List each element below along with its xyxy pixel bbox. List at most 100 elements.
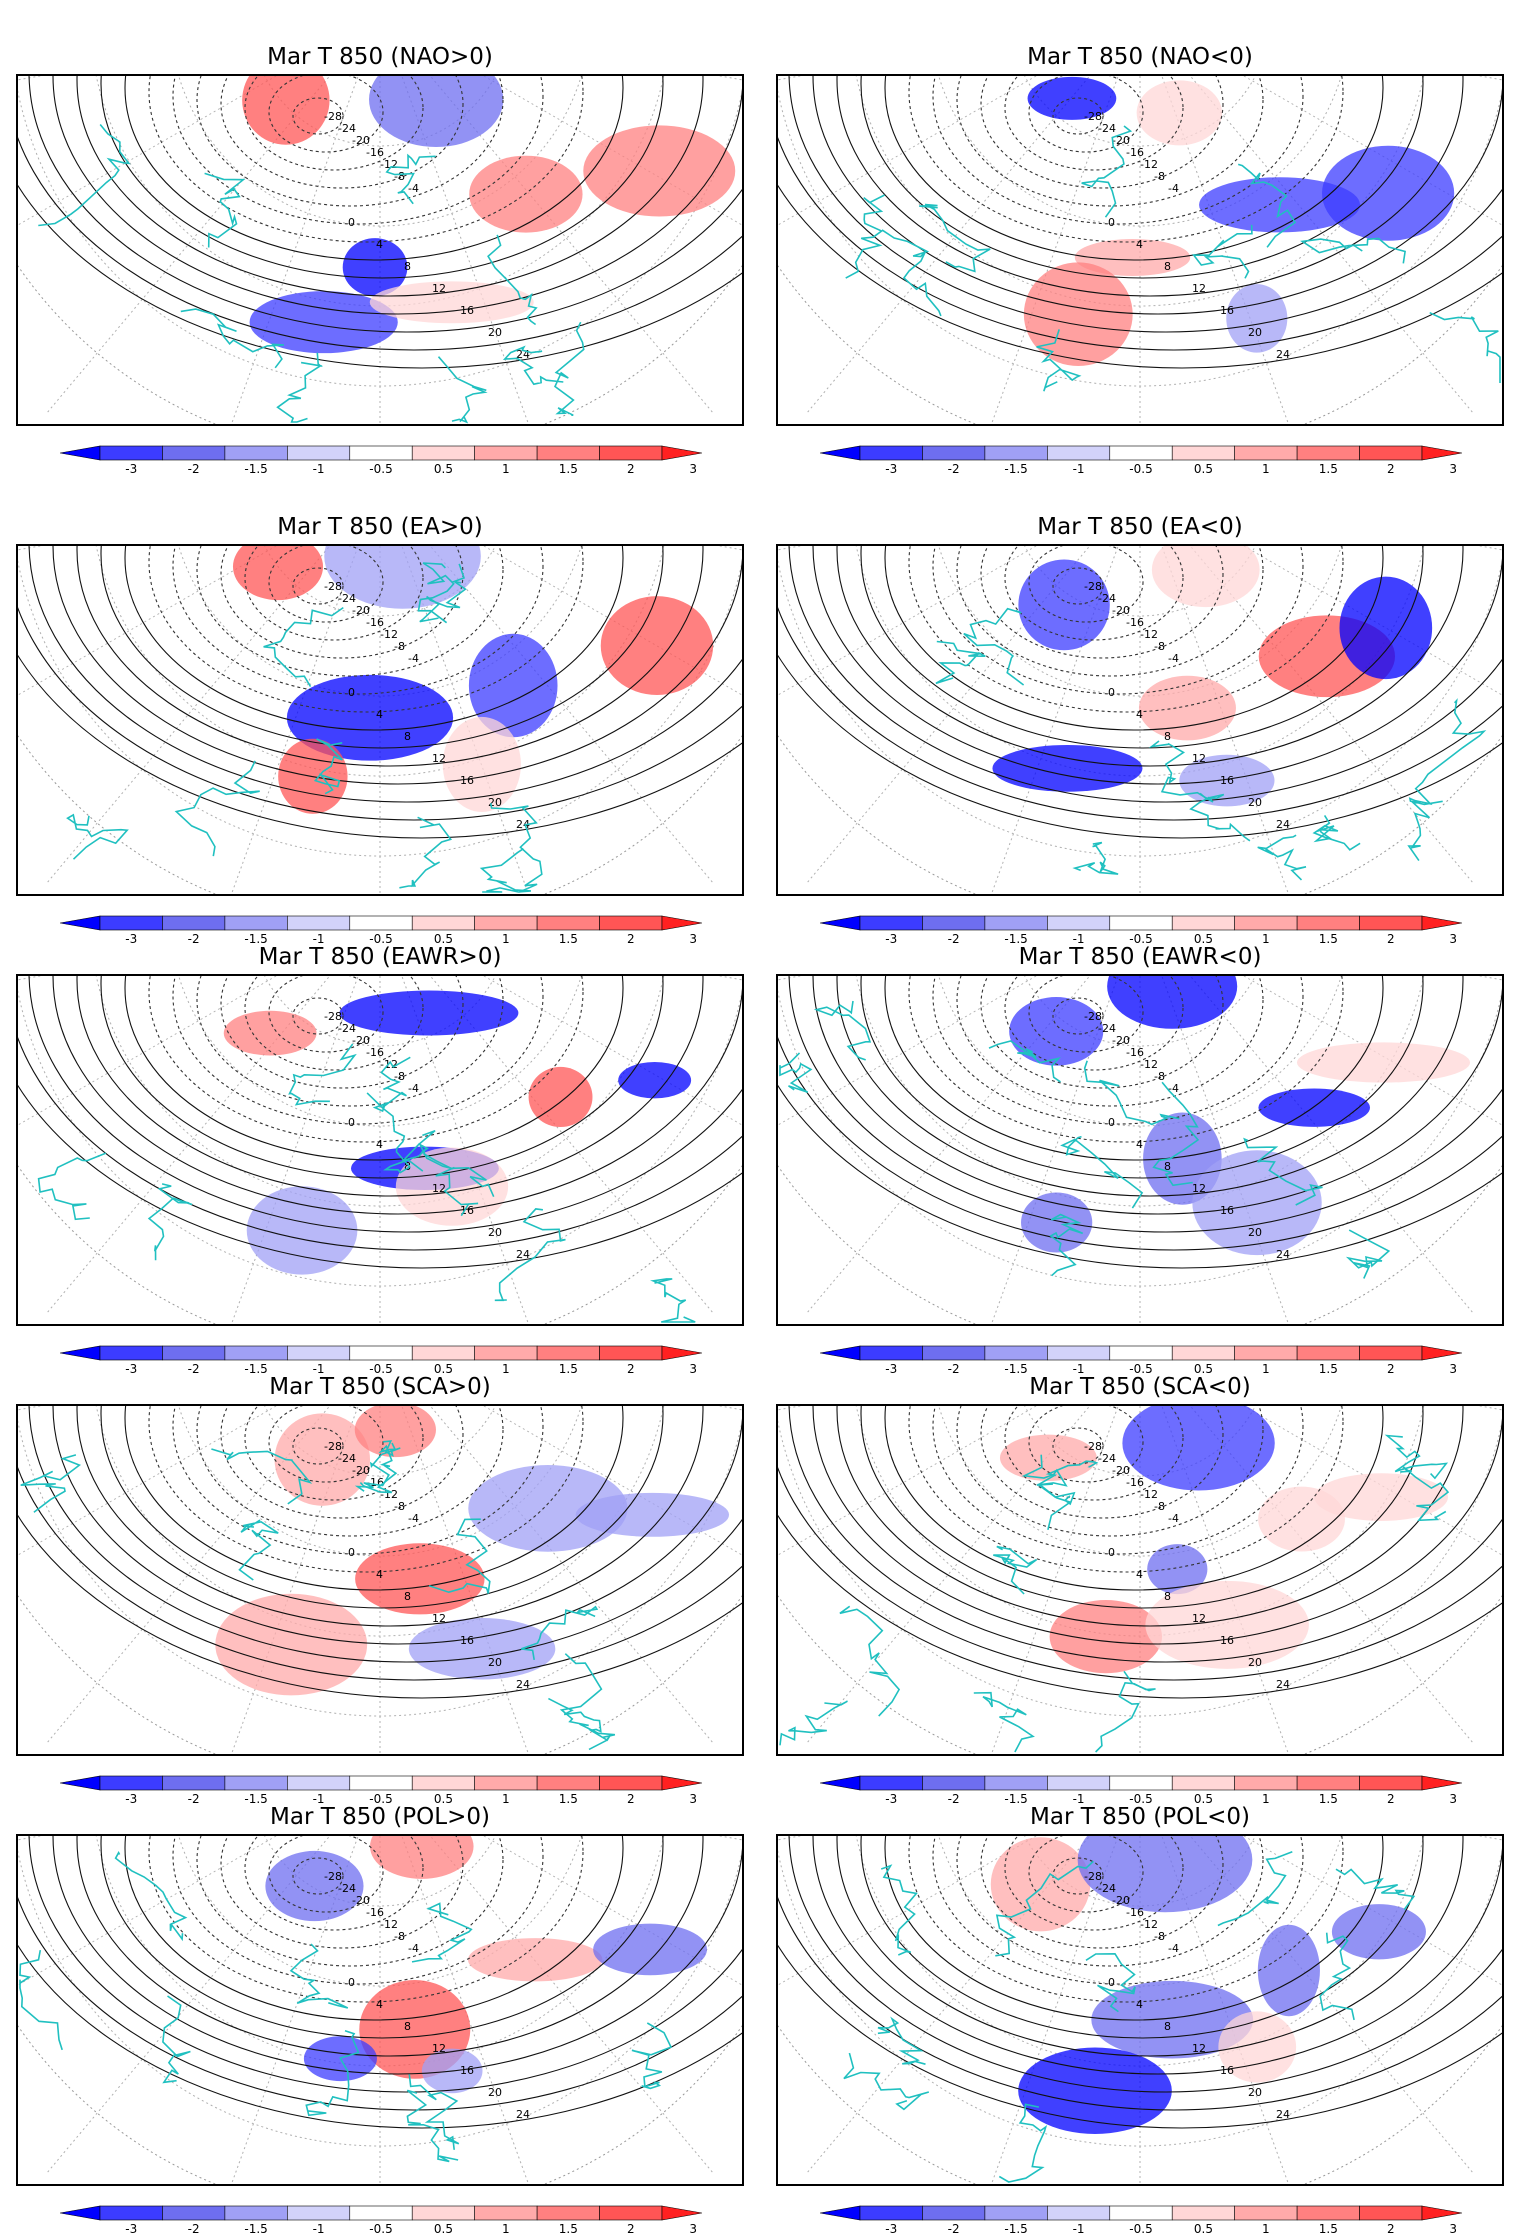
contour-label: -20 bbox=[352, 604, 370, 617]
colorbar-tick-label: -2 bbox=[947, 462, 960, 476]
colorbar-swatch bbox=[1296, 445, 1360, 461]
colorbar-swatch bbox=[474, 445, 538, 461]
colorbar bbox=[60, 1775, 702, 1791]
colorbar bbox=[820, 2205, 1462, 2221]
colorbar-tick-label: 1 bbox=[1262, 2222, 1270, 2236]
colorbar-swatch bbox=[859, 2205, 923, 2221]
contour-label: -28 bbox=[324, 1870, 342, 1883]
temperature-contours bbox=[778, 1406, 1502, 1699]
colorbar-tick-label: -3 bbox=[125, 932, 138, 946]
map-panel: Mar T 850 (NAO>0) -28 -24 -20 -16 -12 -8 -4 0 4 8 1… bbox=[0, 0, 760, 476]
colorbar-swatch bbox=[599, 445, 663, 461]
colorbar-tick-label: -1.5 bbox=[244, 1792, 268, 1806]
contour-label: -8 bbox=[1154, 1070, 1165, 1083]
colorbar-tick-label: 3 bbox=[1449, 462, 1458, 476]
colorbar-tick-label: 0.5 bbox=[1193, 1792, 1213, 1806]
colorbar-tick-label: 0.5 bbox=[1193, 1362, 1213, 1376]
colorbar-tick-label: 1.5 bbox=[558, 2222, 578, 2236]
contour-label: -20 bbox=[352, 1034, 370, 1047]
contour-label: -28 bbox=[324, 1010, 342, 1023]
contour-label: 12 bbox=[432, 752, 446, 765]
colorbar-tick-label: -1 bbox=[1072, 2222, 1085, 2236]
colorbar-tick-label: 2 bbox=[1386, 1792, 1395, 1806]
colorbar-tick-label: 1.5 bbox=[558, 1792, 578, 1806]
contour-label: -28 bbox=[324, 1440, 342, 1453]
colorbar-tick-label: -1.5 bbox=[1004, 1362, 1028, 1376]
colorbar-tick-label: 3 bbox=[689, 1362, 698, 1376]
contour-label: -8 bbox=[394, 1070, 405, 1083]
colorbar-tick-label: 2 bbox=[626, 932, 635, 946]
colorbar-tick-label: 2 bbox=[1386, 462, 1395, 476]
colorbar-tick-label: 1 bbox=[502, 2222, 510, 2236]
colorbar-tick-label: 1 bbox=[1262, 462, 1270, 476]
colorbar-tick-label: 2 bbox=[626, 462, 635, 476]
contour-label: 20 bbox=[1248, 796, 1262, 809]
map-panel: Mar T 850 (NAO<0) -28 -24 -20 -16 -12 -8 -4 0 4 8 1… bbox=[760, 0, 1520, 476]
colorbar-tick-label: -3 bbox=[885, 1792, 898, 1806]
colorbar-tick-label: 1 bbox=[502, 1792, 510, 1806]
colorbar-tick-label: -1 bbox=[1072, 1792, 1085, 1806]
colorbar-tick-label: -3 bbox=[125, 1362, 138, 1376]
contour-label: 12 bbox=[432, 1182, 446, 1195]
colorbar-tick-label: 2 bbox=[626, 1362, 635, 1376]
colorbar-swatch bbox=[1109, 445, 1173, 461]
contour-label: 12 bbox=[432, 2042, 446, 2055]
contour-label: -28 bbox=[1084, 1010, 1102, 1023]
contour-label: 12 bbox=[1192, 1612, 1206, 1625]
colorbar-swatch bbox=[922, 2205, 986, 2221]
temperature-contours bbox=[778, 546, 1502, 839]
polar-stereographic-map: -28 -24 -20 -16 -12 -8 -4 0 4 8 12 16 20 24 bbox=[776, 1834, 1504, 2186]
colorbar-swatch bbox=[287, 2205, 351, 2221]
anomaly-shading bbox=[992, 546, 1433, 807]
colorbar-tick-label: 1 bbox=[502, 932, 510, 946]
colorbar-swatch bbox=[1109, 2205, 1173, 2221]
contour-label: -4 bbox=[408, 1942, 419, 1955]
map-panel: Mar T 850 (SCA>0) -28 -24 -20 -16 -12 -8 -4 0 4 8 1… bbox=[0, 1330, 760, 1806]
contour-label: 0 bbox=[1108, 1976, 1115, 1989]
colorbar bbox=[60, 2205, 702, 2221]
contour-label: -24 bbox=[1098, 1452, 1116, 1465]
contour-label: -28 bbox=[1084, 1440, 1102, 1453]
contour-label: -12 bbox=[380, 158, 398, 171]
contour-label: -8 bbox=[1154, 170, 1165, 183]
contour-label: -24 bbox=[338, 1452, 356, 1465]
contour-label: 4 bbox=[1136, 1568, 1143, 1581]
contour-label: -20 bbox=[1112, 1464, 1130, 1477]
contour-label: 8 bbox=[1164, 260, 1171, 273]
contour-label: -4 bbox=[408, 1512, 419, 1525]
contour-label: -16 bbox=[1126, 616, 1144, 629]
contour-label: -20 bbox=[352, 134, 370, 147]
panel-title: Mar T 850 (SCA>0) bbox=[269, 1374, 491, 1400]
colorbar-tick-label: 0.5 bbox=[433, 462, 453, 476]
contour-label: -8 bbox=[394, 1930, 405, 1943]
map-panel: Mar T 850 (EAWR>0) -28 -24 -20 -16 -1 2 -8 -4 0 4 8… bbox=[0, 900, 760, 1376]
contour-label: -4 bbox=[1168, 182, 1179, 195]
colorbar-tick-label: -1.5 bbox=[1004, 462, 1028, 476]
panel-title: Mar T 850 (EAWR<0) bbox=[1018, 944, 1262, 970]
colorbar-tick-label: -0.5 bbox=[1129, 932, 1153, 946]
contour-label: 16 bbox=[1220, 774, 1234, 787]
contour-label: -4 bbox=[1168, 1942, 1179, 1955]
contour-label: -28 bbox=[1084, 110, 1102, 123]
contour-label: -28 bbox=[1084, 1870, 1102, 1883]
colorbar-tick-label: -1 bbox=[1072, 932, 1085, 946]
colorbar-tick-label: -2 bbox=[187, 2222, 200, 2236]
colorbar-tick-label: 0.5 bbox=[1193, 2222, 1213, 2236]
contour-label: -8 bbox=[1154, 1500, 1165, 1513]
colorbar-tick-label: 1 bbox=[502, 462, 510, 476]
contour-label: 24 bbox=[516, 2108, 530, 2121]
temperature-contours bbox=[18, 1836, 742, 2129]
colorbar-tick-label: -0.5 bbox=[369, 2222, 393, 2236]
colorbar-tick-label: -1 bbox=[1072, 462, 1085, 476]
colorbar-swatch bbox=[1359, 445, 1423, 461]
map-panel: Mar T 850 (SCA<0) -28 -24 -20 -16 -12 -8 -4 0 4 8 1… bbox=[760, 1330, 1520, 1806]
colorbar-tick-label: -3 bbox=[885, 1362, 898, 1376]
